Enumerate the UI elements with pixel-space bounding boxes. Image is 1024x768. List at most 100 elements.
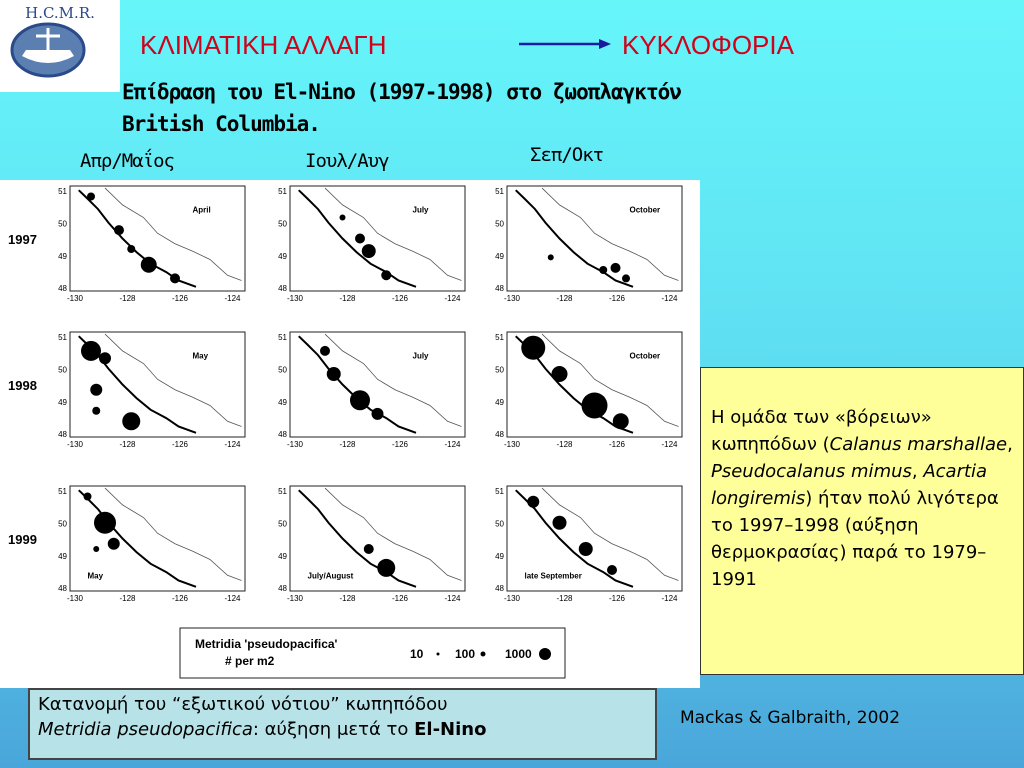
lat-tick-label: 48 (278, 284, 287, 293)
text-run: Acartia longiremis (711, 461, 988, 509)
bubble (114, 225, 124, 236)
bubble (90, 383, 103, 396)
bubble (377, 558, 396, 577)
bubble (607, 565, 617, 575)
column-label: Απρ/Μαΐος (80, 150, 175, 172)
lat-tick-label: 51 (495, 333, 504, 342)
lat-tick-label: 50 (495, 219, 504, 228)
lat-tick-label: 51 (278, 187, 287, 196)
lon-tick-label: -124 (444, 294, 461, 303)
lon-tick-label: -130 (504, 594, 521, 603)
bubble (94, 511, 116, 534)
bubble (350, 390, 370, 411)
bubble (552, 515, 567, 530)
bubble (127, 245, 136, 253)
lat-tick-label: 50 (495, 519, 504, 528)
lon-tick-label: -128 (339, 294, 356, 303)
text-run: El-Nino (414, 719, 487, 740)
lon-tick-label: -126 (172, 294, 189, 303)
subtitle-line: British Columbia. (122, 112, 321, 136)
lon-tick-label: -124 (661, 440, 678, 449)
legend-unit: # per m2 (225, 654, 275, 668)
lon-tick-label: -130 (287, 594, 304, 603)
year-label: 1999 (8, 532, 37, 547)
lat-tick-label: 51 (278, 487, 287, 496)
lat-tick-label: 50 (58, 519, 67, 528)
lat-tick-label: 49 (278, 252, 287, 261)
lat-tick-label: 48 (58, 430, 67, 439)
bubble (107, 537, 120, 550)
inland-coast (541, 487, 679, 581)
lat-tick-label: 48 (278, 430, 287, 439)
note-box: Η ομάδα των «βόρειων» κωπηπόδων (Calanus… (700, 367, 1024, 675)
map-frame (289, 331, 466, 438)
title-arrow (519, 39, 611, 49)
legend-size: 100 (455, 647, 475, 661)
lat-tick-label: 51 (58, 187, 67, 196)
panel-label: July/August (308, 571, 354, 580)
lat-tick-label: 51 (58, 333, 67, 342)
lon-tick-label: -130 (67, 440, 84, 449)
panel-label: October (630, 351, 661, 360)
caption-box: Κατανομή του “εξωτικού νότιου” κωπηπόδου… (28, 688, 657, 760)
lon-tick-label: -126 (172, 440, 189, 449)
legend-dot (480, 651, 486, 657)
text-run: Calanus marshallae (829, 434, 1008, 455)
logo-text: H.C.M.R. (25, 4, 95, 22)
lon-tick-label: -128 (119, 594, 136, 603)
lat-tick-label: 49 (495, 252, 504, 261)
map-frame (69, 485, 246, 592)
column-label: Σεπ/Οκτ (530, 144, 604, 166)
lat-tick-label: 49 (278, 398, 287, 407)
bubble (610, 262, 621, 273)
legend-dot (436, 652, 440, 656)
lon-tick-label: -130 (287, 294, 304, 303)
inland-coast (104, 487, 242, 581)
panel-label: May (193, 351, 209, 360)
bubble (527, 495, 540, 508)
year-label: 1997 (8, 232, 37, 247)
panel-label: October (630, 205, 661, 214)
lon-tick-label: -128 (556, 594, 573, 603)
citation: Mackas & Galbraith, 2002 (680, 708, 901, 728)
lon-tick-label: -130 (67, 594, 84, 603)
lon-tick-label: -126 (392, 294, 409, 303)
title-right: ΚΥΚΛΟΦΟΡΙΑ (622, 30, 794, 60)
inland-coast (324, 333, 462, 427)
bubble (612, 413, 629, 430)
lat-tick-label: 51 (495, 187, 504, 196)
panel-label: late September (525, 571, 582, 580)
lon-tick-label: -126 (609, 594, 626, 603)
inland-coast (104, 187, 242, 281)
lon-tick-label: -128 (556, 294, 573, 303)
lat-tick-label: 49 (58, 252, 67, 261)
lon-tick-label: -128 (556, 440, 573, 449)
lon-tick-label: -124 (661, 594, 678, 603)
lat-tick-label: 49 (495, 552, 504, 561)
inland-coast (104, 333, 242, 427)
lon-tick-label: -126 (609, 440, 626, 449)
legend-box (179, 627, 566, 679)
bubble (578, 542, 593, 556)
lat-tick-label: 51 (278, 333, 287, 342)
inland-coast (541, 333, 679, 427)
text-run: , (911, 461, 924, 482)
lat-tick-label: 50 (278, 365, 287, 374)
bubble (87, 192, 95, 201)
lat-tick-label: 48 (495, 584, 504, 593)
map-frame (289, 185, 466, 292)
arrow-head (599, 39, 611, 49)
lat-tick-label: 49 (58, 398, 67, 407)
column-label: Ιουλ/Αυγ (305, 150, 390, 172)
lon-tick-label: -124 (444, 440, 461, 449)
bubble (93, 546, 100, 552)
coastline (515, 189, 634, 288)
text-run: , (1007, 434, 1013, 455)
lat-tick-label: 49 (278, 552, 287, 561)
panel-label: July (413, 205, 430, 214)
text-run: : αύξηση μετά το (252, 719, 415, 740)
bubble (81, 340, 101, 361)
logo: H.C.M.R. (0, 0, 120, 92)
bubble (339, 214, 346, 221)
lon-tick-label: -128 (119, 294, 136, 303)
